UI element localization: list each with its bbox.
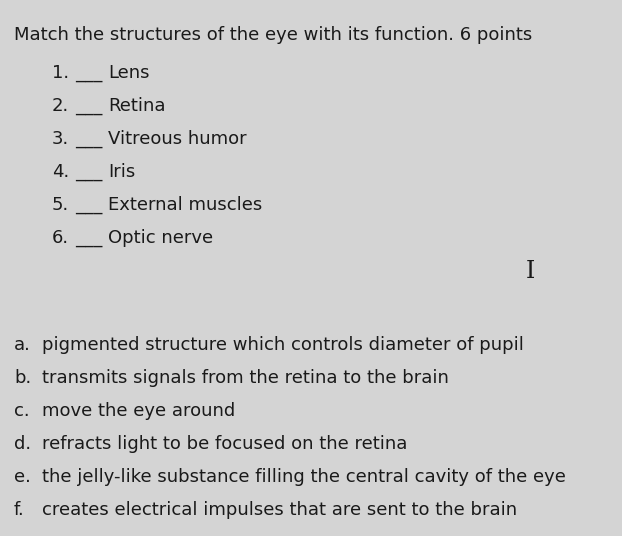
Text: 1.: 1. (52, 64, 69, 82)
Text: 4.: 4. (52, 163, 69, 181)
Text: ___: ___ (75, 64, 103, 82)
Text: External muscles: External muscles (108, 196, 262, 214)
Text: Lens: Lens (108, 64, 149, 82)
Text: c.: c. (14, 402, 30, 420)
Text: Vitreous humor: Vitreous humor (108, 130, 247, 148)
Text: Retina: Retina (108, 97, 165, 115)
Text: ___: ___ (75, 163, 103, 181)
Text: I: I (526, 259, 535, 282)
Text: Match the structures of the eye with its function. 6 points: Match the structures of the eye with its… (14, 26, 532, 44)
Text: Optic nerve: Optic nerve (108, 229, 213, 247)
Text: ___: ___ (75, 130, 103, 148)
Text: f.: f. (14, 501, 25, 519)
Text: 2.: 2. (52, 97, 69, 115)
Text: 6.: 6. (52, 229, 69, 247)
Text: b.: b. (14, 369, 31, 387)
Text: refracts light to be focused on the retina: refracts light to be focused on the reti… (42, 435, 407, 453)
Text: ___: ___ (75, 229, 103, 247)
Text: e.: e. (14, 468, 31, 486)
Text: a.: a. (14, 336, 31, 354)
Text: pigmented structure which controls diameter of pupil: pigmented structure which controls diame… (42, 336, 524, 354)
Text: 3.: 3. (52, 130, 69, 148)
Text: Iris: Iris (108, 163, 135, 181)
Text: the jelly-like substance filling the central cavity of the eye: the jelly-like substance filling the cen… (42, 468, 566, 486)
Text: d.: d. (14, 435, 31, 453)
Text: ___: ___ (75, 97, 103, 115)
Text: 5.: 5. (52, 196, 69, 214)
Text: ___: ___ (75, 196, 103, 214)
Text: move the eye around: move the eye around (42, 402, 235, 420)
Text: transmits signals from the retina to the brain: transmits signals from the retina to the… (42, 369, 449, 387)
Text: creates electrical impulses that are sent to the brain: creates electrical impulses that are sen… (42, 501, 517, 519)
